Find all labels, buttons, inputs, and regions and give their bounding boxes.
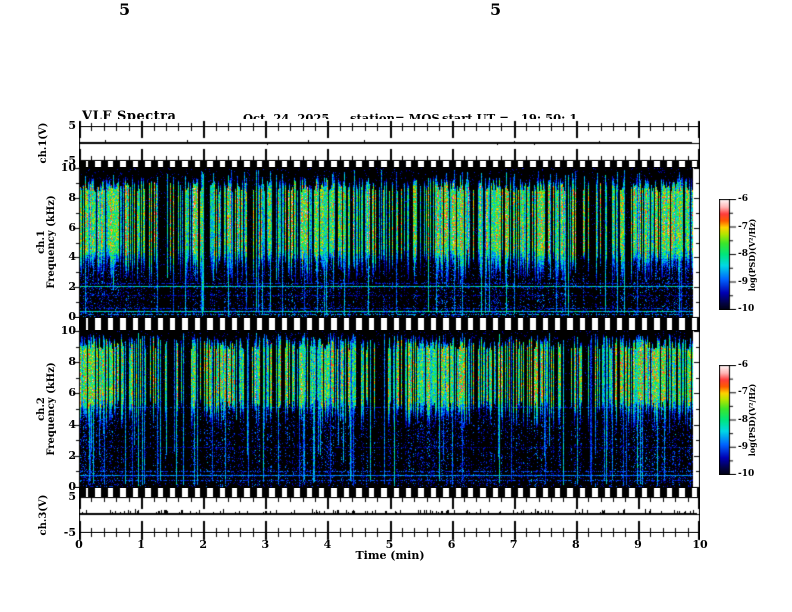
tick-row-2	[79, 318, 700, 330]
x-tick-label: 9	[634, 538, 642, 551]
y-tick-label: 2	[68, 280, 76, 293]
y-tick-label: -5	[63, 154, 76, 167]
: 5	[490, 0, 502, 19]
colorbar-tick-label: -9	[738, 277, 748, 287]
colorbar-tick-label: -7	[738, 387, 748, 397]
: 5	[119, 0, 131, 19]
bottom-axis-ticks	[79, 533, 700, 541]
tick-row-1	[79, 161, 700, 167]
x-tick-label: 10	[692, 538, 708, 551]
y-tick-label: 8	[68, 191, 76, 204]
colorbar-tick-label: -10	[738, 469, 755, 479]
x-tick-label: 6	[447, 538, 456, 551]
y-tick-label: 10	[60, 324, 76, 337]
y-tick-label: 4	[68, 250, 76, 263]
ch1-spectrogram	[73, 167, 700, 318]
tick-row-3	[79, 488, 700, 497]
ch2-spectrogram	[73, 330, 700, 488]
y-tick-label: 6	[68, 386, 76, 399]
colorbar-2-label: log(PSD)(V²/Hz)	[747, 383, 757, 457]
ch3-waveform-plot	[79, 497, 700, 533]
colorbar-tick-label: -6	[738, 194, 748, 204]
colorbar-2	[719, 365, 743, 475]
y-tick-label: 2	[68, 449, 76, 462]
colorbar-1	[719, 199, 743, 310]
x-tick-label: 7	[509, 538, 518, 551]
y-tick-label: 6	[68, 221, 76, 234]
y-tick-label: 0	[68, 480, 76, 493]
y-tick-label: -5	[63, 526, 76, 539]
time-axis-label: Time (min)	[355, 549, 425, 562]
top-axis-ticks	[79, 119, 700, 126]
ch1-frequency-axis-label: ch.1 Frequency (kHz)	[36, 195, 57, 289]
x-tick-label: 3	[261, 538, 270, 551]
y-tick-label: 4	[68, 418, 76, 431]
colorbar-tick-label: -6	[738, 360, 748, 370]
colorbar-tick-label: -7	[738, 222, 748, 232]
colorbar-tick-label: -8	[738, 415, 748, 425]
ch3-voltage-axis-label: ch.3(V)	[38, 494, 49, 536]
y-tick-label: 8	[68, 355, 76, 368]
y-tick-label: 10	[60, 161, 76, 174]
x-tick-label: 1	[137, 538, 145, 551]
colorbar-tick-label: -9	[738, 442, 748, 452]
x-tick-label: 2	[199, 538, 208, 551]
ch2-frequency-axis-label: ch.2 Frequency (kHz)	[36, 362, 57, 456]
x-tick-label: 0	[75, 538, 83, 551]
ch2-axis-frequency: Frequency (kHz)	[46, 362, 57, 456]
y-tick-label: 5	[68, 119, 76, 132]
x-tick-label: 8	[571, 538, 580, 551]
y-tick-label: 0	[68, 310, 76, 323]
colorbar-tick-label: -8	[738, 249, 748, 259]
colorbar-tick-label: -10	[738, 304, 755, 314]
y-tick-label: 5	[68, 490, 76, 503]
ch1-waveform-plot	[79, 126, 700, 161]
ch1-voltage-axis-label: ch.1(V)	[38, 122, 49, 164]
colorbar-1-label: log(PSD)(V²/Hz)	[747, 218, 757, 292]
ch1-axis-frequency: Frequency (kHz)	[46, 195, 57, 289]
x-tick-label: 5	[385, 538, 394, 551]
x-tick-label: 4	[323, 538, 332, 551]
